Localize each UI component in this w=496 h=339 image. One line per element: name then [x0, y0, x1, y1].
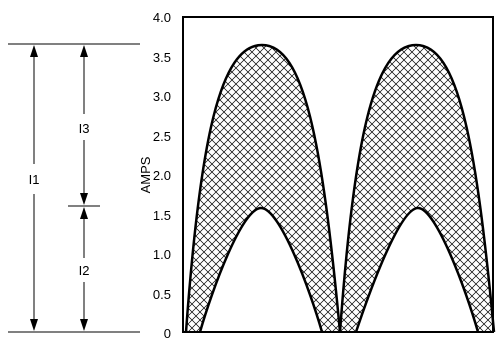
y-tick-label: 1.5: [153, 208, 171, 223]
y-axis-title: AMPS: [138, 156, 153, 193]
upper-curve-1: [184, 43, 342, 333]
y-tick-label: 2.5: [153, 129, 171, 144]
i1-dimension: I1: [29, 45, 40, 331]
i2-dimension: I2: [79, 207, 90, 331]
y-tick-label: 0: [164, 326, 171, 339]
shaded-region-2: [340, 45, 494, 332]
y-tick-label: 2.0: [153, 168, 171, 183]
i1-label: I1: [29, 172, 40, 187]
y-tick-labels: 4.0 3.5 3.0 2.5 2.0 1.5 1.0 0.5 0: [153, 10, 171, 339]
shaded-region-1: [186, 45, 340, 332]
upper-curve-2: [338, 43, 496, 333]
y-tick-label: 1.0: [153, 247, 171, 262]
lower-curve-2: [354, 206, 480, 333]
y-tick-label: 3.0: [153, 89, 171, 104]
lower-curve-1: [198, 206, 324, 333]
y-tick-label: 3.5: [153, 50, 171, 65]
i2-label: I2: [79, 263, 90, 278]
i3-dimension: I3: [79, 45, 90, 205]
y-tick-label: 0.5: [153, 287, 171, 302]
y-tick-label: 4.0: [153, 10, 171, 25]
i3-label: I3: [79, 121, 90, 136]
